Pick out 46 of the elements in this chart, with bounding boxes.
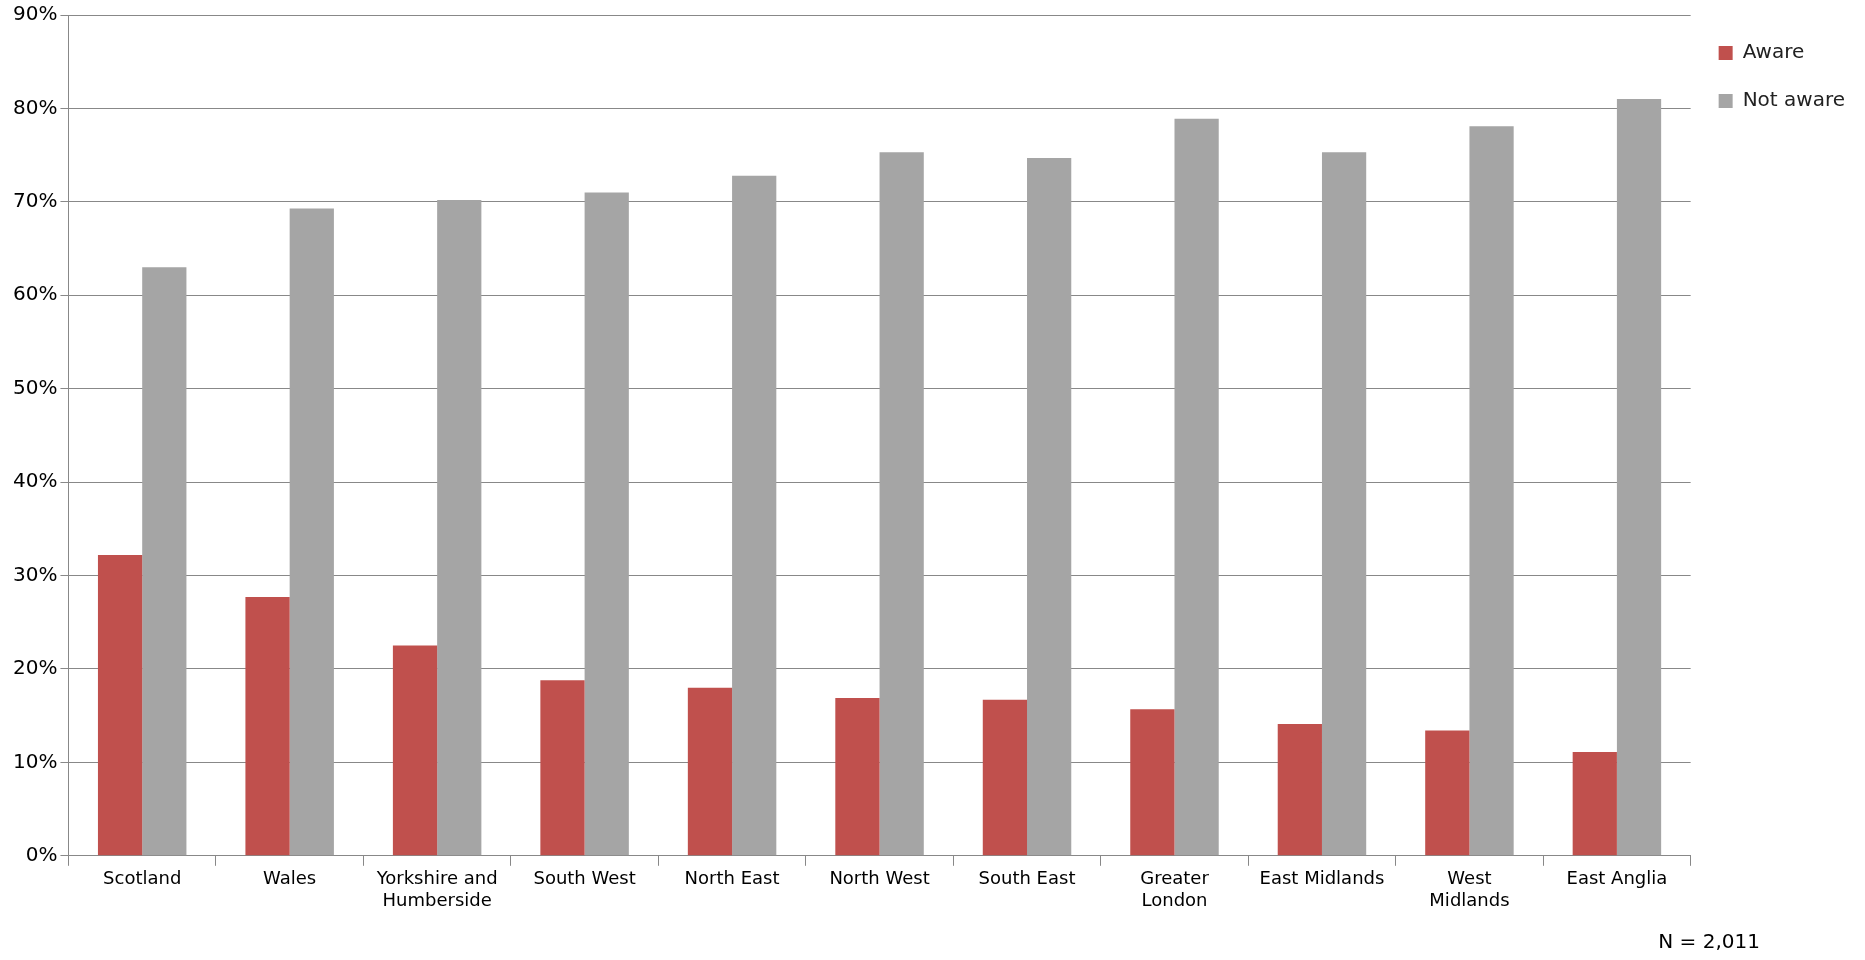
bar xyxy=(1277,724,1322,856)
bar xyxy=(392,645,438,856)
bar xyxy=(97,554,143,856)
bar xyxy=(245,597,290,856)
x-tick-label: Yorkshire and Humberside xyxy=(375,867,498,910)
bar xyxy=(835,697,880,856)
x-tick-label: East Midlands xyxy=(1259,867,1385,889)
bar xyxy=(732,175,777,856)
bar xyxy=(1130,709,1175,856)
x-tick-label: Scotland xyxy=(103,867,182,889)
bar xyxy=(1425,730,1470,856)
bar xyxy=(289,208,334,856)
legend-label: Aware xyxy=(1742,39,1805,64)
x-tick-label: South West xyxy=(533,867,636,889)
bar xyxy=(1616,99,1662,856)
bar xyxy=(142,267,187,856)
x-tick-label: South East xyxy=(978,867,1076,889)
y-tick-label: 70% xyxy=(13,188,58,213)
x-tick-label: West Midlands xyxy=(1429,867,1510,910)
bar xyxy=(1469,126,1514,856)
y-tick-label: 20% xyxy=(13,655,58,680)
bar xyxy=(1321,152,1367,856)
y-tick-label: 90% xyxy=(13,1,58,26)
x-tick-label: Greater London xyxy=(1140,867,1210,910)
bar xyxy=(584,192,629,856)
bar xyxy=(879,152,924,856)
y-tick-label: 40% xyxy=(13,468,58,493)
x-tick-label: North East xyxy=(684,867,780,889)
legend-label: Not aware xyxy=(1742,87,1846,112)
y-tick-label: 0% xyxy=(25,842,58,866)
bar xyxy=(982,699,1028,856)
bar xyxy=(1572,752,1617,856)
y-tick-label: 10% xyxy=(13,748,58,773)
bar xyxy=(437,199,482,856)
y-tick-label: 30% xyxy=(13,561,58,586)
x-tick-label: North West xyxy=(829,867,930,889)
bar xyxy=(540,680,585,856)
x-tick-label: East Anglia xyxy=(1566,867,1668,889)
y-tick-label: 60% xyxy=(13,281,58,306)
x-tick-label: Wales xyxy=(263,867,317,889)
y-tick-label: 50% xyxy=(13,374,58,399)
y-tick-label: 80% xyxy=(13,94,58,119)
text: N = 2,011 xyxy=(1658,929,1760,953)
bar xyxy=(1174,118,1219,856)
bar xyxy=(687,687,733,856)
bar xyxy=(1027,157,1072,856)
